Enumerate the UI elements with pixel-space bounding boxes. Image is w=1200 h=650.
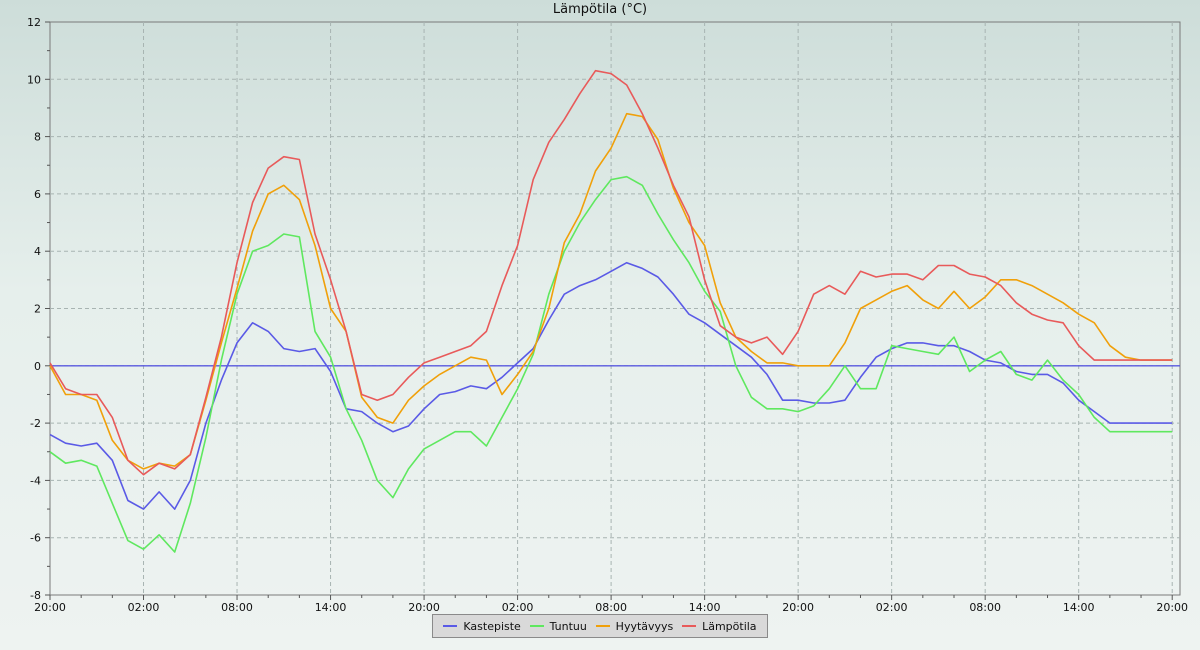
x-tick-label: 20:00 — [34, 601, 66, 614]
x-tick-label: 14:00 — [315, 601, 347, 614]
y-tick-label: 2 — [34, 303, 41, 316]
y-tick-label: 8 — [34, 131, 41, 144]
chart-title: Lämpötila (°C) — [552, 2, 648, 17]
x-tick-label: 14:00 — [689, 601, 721, 614]
y-tick-label: 12 — [27, 16, 41, 29]
legend-label: Kastepiste — [463, 619, 521, 633]
x-tick-label: 02:00 — [876, 601, 908, 614]
series-line-l-mp-tila — [49, 69, 1173, 476]
legend-label: Hyytävyys — [615, 619, 674, 633]
legend-label: Lämpötila — [702, 619, 757, 633]
legend: Kastepiste Tuntuu Hyytävyys Lämpötila — [432, 614, 768, 638]
legend-swatch — [443, 625, 458, 627]
x-tick-label: 08:00 — [221, 601, 253, 614]
legend-item: Kastepiste — [443, 619, 521, 633]
x-tick-label: 02:00 — [502, 601, 534, 614]
y-tick-label: 6 — [34, 188, 41, 201]
x-tick-label: 08:00 — [595, 601, 627, 614]
y-tick-label: 4 — [34, 245, 41, 258]
legend-item: Tuntuu — [529, 619, 587, 633]
y-tick-label: -2 — [30, 417, 41, 430]
y-tick-label: -6 — [30, 532, 41, 545]
series-line-tuntuu — [49, 175, 1173, 553]
x-tick-label: 20:00 — [782, 601, 814, 614]
legend-swatch — [682, 625, 697, 627]
legend-item: Hyytävyys — [595, 619, 674, 633]
x-tick-label: 08:00 — [969, 601, 1001, 614]
x-tick-label: 02:00 — [128, 601, 160, 614]
y-tick-label: -4 — [30, 474, 41, 487]
y-tick-label: 10 — [27, 73, 41, 86]
y-tick-label: -8 — [30, 589, 41, 602]
legend-swatch — [529, 625, 544, 627]
x-tick-label: 20:00 — [1156, 601, 1188, 614]
y-tick-label: 0 — [34, 360, 41, 373]
legend-swatch — [595, 625, 610, 627]
legend-label: Tuntuu — [549, 619, 587, 633]
x-tick-label: 14:00 — [1063, 601, 1095, 614]
legend-item: Lämpötila — [682, 619, 757, 633]
series-line-hyyt-vyys — [49, 112, 1173, 470]
x-tick-label: 20:00 — [408, 601, 440, 614]
